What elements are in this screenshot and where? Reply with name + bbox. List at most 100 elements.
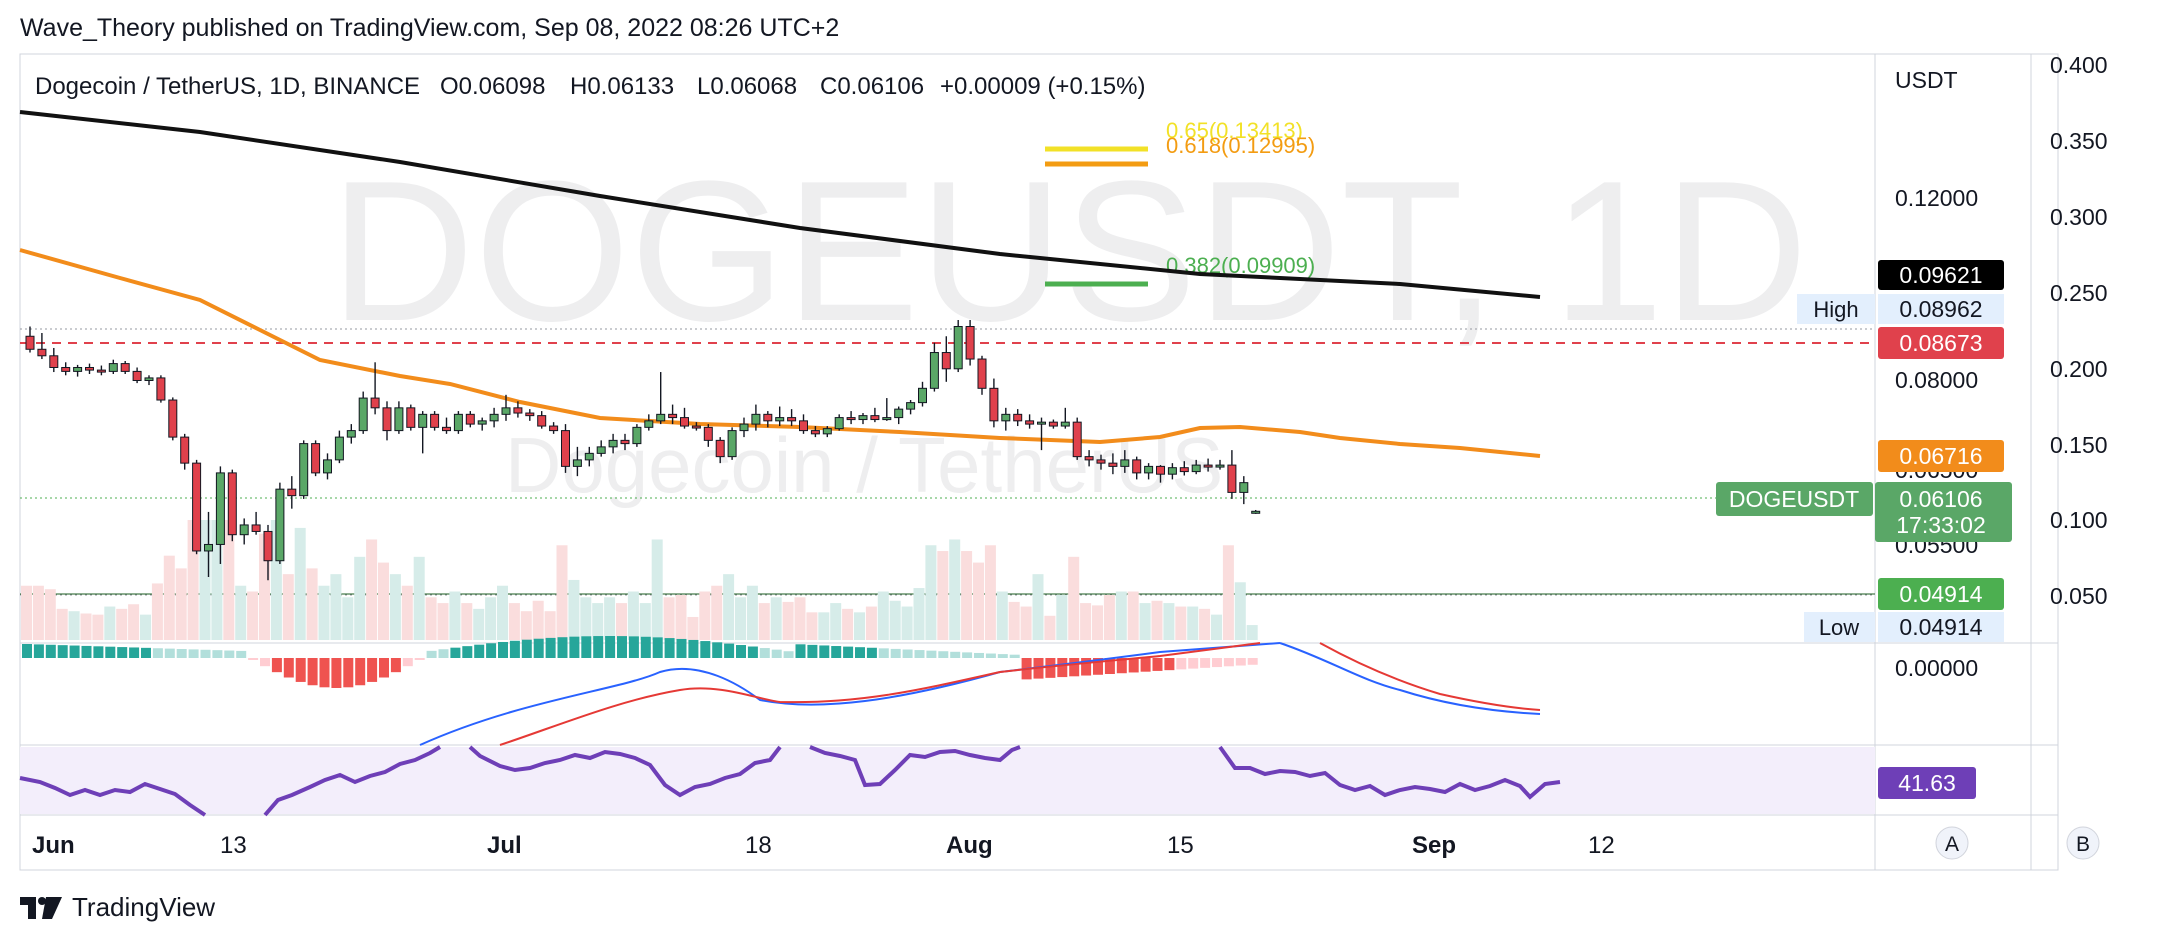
candle-up[interactable] bbox=[1037, 421, 1046, 425]
candle-down[interactable] bbox=[430, 413, 440, 428]
candle-down[interactable] bbox=[132, 370, 142, 382]
candle-down[interactable] bbox=[1025, 420, 1035, 425]
candle-up[interactable] bbox=[453, 413, 463, 432]
candle-down[interactable] bbox=[870, 415, 880, 421]
candle-up[interactable] bbox=[501, 407, 511, 415]
candle-down[interactable] bbox=[668, 413, 678, 419]
candle-up[interactable] bbox=[334, 436, 344, 461]
candle-down[interactable] bbox=[1132, 459, 1142, 474]
candle-up[interactable] bbox=[144, 377, 154, 382]
candle-down[interactable] bbox=[1227, 464, 1237, 493]
candle-up[interactable] bbox=[608, 439, 618, 448]
candle-down[interactable] bbox=[370, 397, 380, 409]
candle-down[interactable] bbox=[561, 430, 570, 467]
candle-down[interactable] bbox=[810, 430, 820, 435]
candle-down[interactable] bbox=[525, 412, 535, 417]
candle-down[interactable] bbox=[1084, 456, 1094, 461]
candle-down[interactable] bbox=[513, 407, 523, 414]
candle-down[interactable] bbox=[287, 488, 297, 497]
candle-down[interactable] bbox=[1108, 462, 1118, 467]
ma50-line[interactable] bbox=[19, 248, 1541, 458]
candle-up[interactable] bbox=[418, 413, 428, 428]
candle-down[interactable] bbox=[691, 425, 701, 429]
candle-up[interactable] bbox=[953, 326, 963, 370]
candle-up[interactable] bbox=[1239, 482, 1249, 493]
candle-down[interactable] bbox=[85, 366, 94, 371]
candle-down[interactable] bbox=[1156, 465, 1165, 475]
candle-down[interactable] bbox=[1072, 421, 1082, 458]
candle-up[interactable] bbox=[108, 363, 118, 372]
candle-down[interactable] bbox=[715, 439, 725, 458]
candle-up[interactable] bbox=[1120, 459, 1130, 467]
candle-down[interactable] bbox=[25, 335, 35, 350]
candle-down[interactable] bbox=[192, 462, 202, 552]
candle-up[interactable] bbox=[894, 408, 904, 419]
candle-up[interactable] bbox=[275, 488, 285, 562]
candle-up[interactable] bbox=[489, 413, 499, 422]
candle-down[interactable] bbox=[1179, 467, 1189, 473]
tradingview-logo[interactable]: TradingView bbox=[20, 892, 215, 923]
candle-up[interactable] bbox=[822, 428, 832, 435]
candle-down[interactable] bbox=[61, 366, 71, 372]
candles[interactable] bbox=[25, 320, 1261, 581]
candle-down[interactable] bbox=[168, 399, 178, 438]
ma200-line[interactable] bbox=[19, 110, 1541, 299]
candle-down[interactable] bbox=[620, 439, 630, 445]
candle-down[interactable] bbox=[311, 443, 321, 474]
candle-down[interactable] bbox=[156, 377, 166, 401]
candle-up[interactable] bbox=[215, 472, 225, 545]
candle-up[interactable] bbox=[1060, 421, 1070, 427]
candle-up[interactable] bbox=[918, 387, 927, 404]
candle-up[interactable] bbox=[929, 352, 939, 389]
candle-up[interactable] bbox=[632, 426, 642, 445]
candle-up[interactable] bbox=[1144, 465, 1154, 474]
candle-down[interactable] bbox=[1048, 421, 1058, 427]
candle-up[interactable] bbox=[656, 413, 666, 422]
candle-up[interactable] bbox=[346, 430, 356, 438]
candle-down[interactable] bbox=[1096, 459, 1106, 464]
candle-up[interactable] bbox=[239, 524, 249, 536]
candle-up[interactable] bbox=[299, 443, 309, 497]
auto-scale-button[interactable] bbox=[1935, 826, 1969, 860]
candle-up[interactable] bbox=[204, 543, 213, 552]
candle-down[interactable] bbox=[703, 426, 713, 441]
candle-up[interactable] bbox=[1251, 510, 1261, 514]
candle-up[interactable] bbox=[596, 446, 606, 454]
candle-down[interactable] bbox=[1013, 413, 1023, 422]
candle-down[interactable] bbox=[406, 407, 416, 428]
candle-down[interactable] bbox=[977, 358, 987, 389]
candle-down[interactable] bbox=[120, 363, 130, 372]
candle-up[interactable] bbox=[1167, 467, 1177, 475]
candle-down[interactable] bbox=[965, 326, 975, 360]
candle-down[interactable] bbox=[846, 417, 856, 421]
candle-up[interactable] bbox=[727, 430, 737, 458]
candle-down[interactable] bbox=[251, 524, 261, 532]
candle-down[interactable] bbox=[49, 355, 59, 368]
candle-down[interactable] bbox=[263, 530, 273, 562]
candle-down[interactable] bbox=[180, 436, 190, 464]
candle-up[interactable] bbox=[644, 420, 654, 428]
candle-down[interactable] bbox=[787, 417, 797, 422]
candle-up[interactable] bbox=[906, 402, 916, 410]
candle-up[interactable] bbox=[584, 452, 594, 461]
candle-up[interactable] bbox=[394, 407, 404, 432]
candle-up[interactable] bbox=[882, 417, 892, 421]
candle-up[interactable] bbox=[1191, 464, 1201, 473]
b-button[interactable] bbox=[2066, 826, 2100, 860]
candle-up[interactable] bbox=[1215, 464, 1225, 468]
candle-down[interactable] bbox=[763, 413, 773, 422]
candle-down[interactable] bbox=[941, 352, 951, 370]
candle-up[interactable] bbox=[73, 366, 83, 372]
candle-down[interactable] bbox=[1203, 464, 1213, 468]
candle-down[interactable] bbox=[799, 420, 808, 432]
candle-down[interactable] bbox=[382, 407, 392, 432]
candle-down[interactable] bbox=[442, 426, 451, 432]
candle-down[interactable] bbox=[465, 413, 475, 425]
candle-down[interactable] bbox=[537, 415, 547, 427]
candle-down[interactable] bbox=[37, 348, 47, 357]
candle-up[interactable] bbox=[358, 397, 368, 432]
candle-up[interactable] bbox=[739, 423, 749, 432]
candle-up[interactable] bbox=[477, 420, 487, 425]
candle-down[interactable] bbox=[96, 369, 106, 373]
